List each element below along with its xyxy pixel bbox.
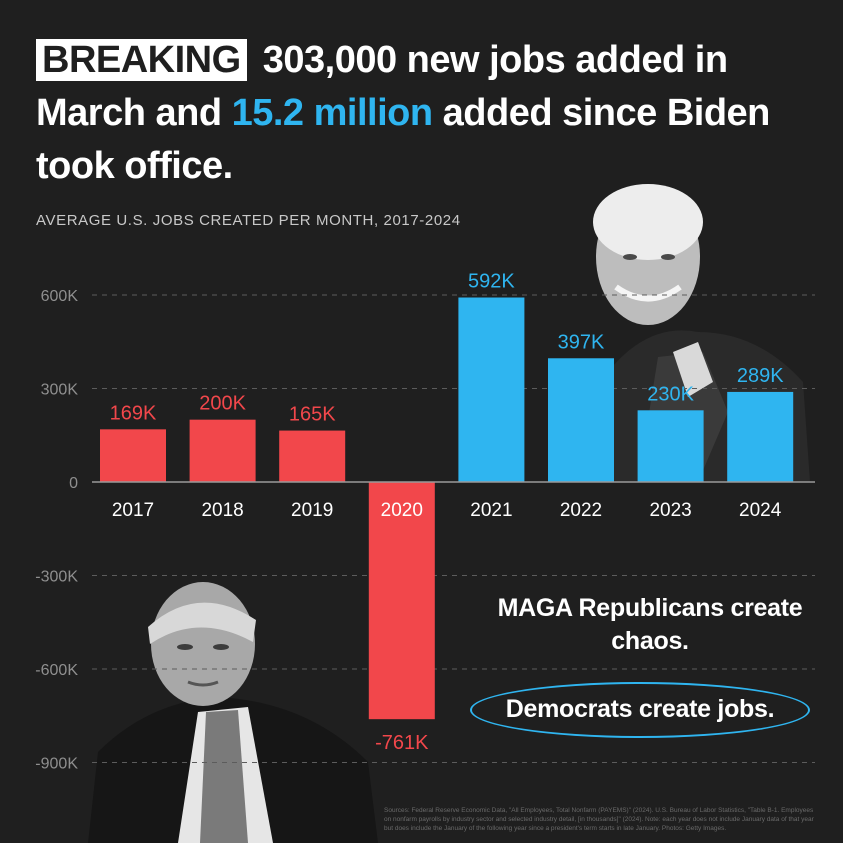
x-tick-label: 2021 <box>470 500 512 521</box>
y-tick-label: 300K <box>41 382 79 399</box>
y-tick-label: 600K <box>41 288 79 305</box>
value-label: 169K <box>110 402 157 424</box>
bar-2019 <box>279 430 346 482</box>
highlight-oval <box>470 682 810 738</box>
bar-2018 <box>189 419 256 482</box>
value-label: 592K <box>468 270 515 292</box>
headline-text-1: 303,000 new jobs added in March and <box>36 39 728 134</box>
y-tick-label: -300K <box>35 569 78 586</box>
value-label: 165K <box>289 404 336 426</box>
headline-highlight: 15.2 million <box>231 92 433 134</box>
bar-2022 <box>548 358 614 482</box>
breaking-badge: BREAKING <box>36 39 247 81</box>
x-tick-label: 2019 <box>291 500 333 521</box>
x-tick-label: 2022 <box>560 500 602 521</box>
bar-2017 <box>100 429 166 482</box>
value-label: 289K <box>737 365 784 387</box>
chaos-message: MAGA Republicans create chaos. <box>497 594 803 655</box>
value-label: 230K <box>647 383 694 405</box>
headline-text-2: added since Biden took office. <box>36 92 770 187</box>
jobs-slogan: Democrats create jobs. <box>505 695 775 723</box>
chart-subtitle: AVERAGE U.S. JOBS CREATED PER MONTH, 201… <box>36 212 461 229</box>
x-tick-label: 2018 <box>201 500 243 521</box>
bar-2024 <box>727 391 794 482</box>
y-tick-label: -900K <box>35 756 78 773</box>
x-tick-label: 2020 <box>381 500 423 521</box>
bar-2021 <box>458 297 525 482</box>
trump-photo <box>88 582 378 843</box>
value-label: 397K <box>558 331 605 353</box>
value-label: -761K <box>375 732 429 754</box>
x-tick-label: 2023 <box>649 500 691 521</box>
bar-chart: 600K 300K 0 -300K -600K -900K 169K 2017 200K 2018… <box>35 270 815 773</box>
bar-2023 <box>637 410 704 482</box>
y-tick-label: 0 <box>69 475 78 492</box>
y-tick-label: -600K <box>35 662 78 679</box>
sources-note: Sources: Federal Reserve Economic Data, … <box>384 807 814 832</box>
x-tick-label: 2017 <box>112 500 154 521</box>
bar-2020 <box>368 482 435 720</box>
x-tick-label: 2024 <box>739 500 782 521</box>
headline: BREAKING 303,000 new jobs added in March… <box>36 34 816 193</box>
value-label: 200K <box>199 393 246 415</box>
